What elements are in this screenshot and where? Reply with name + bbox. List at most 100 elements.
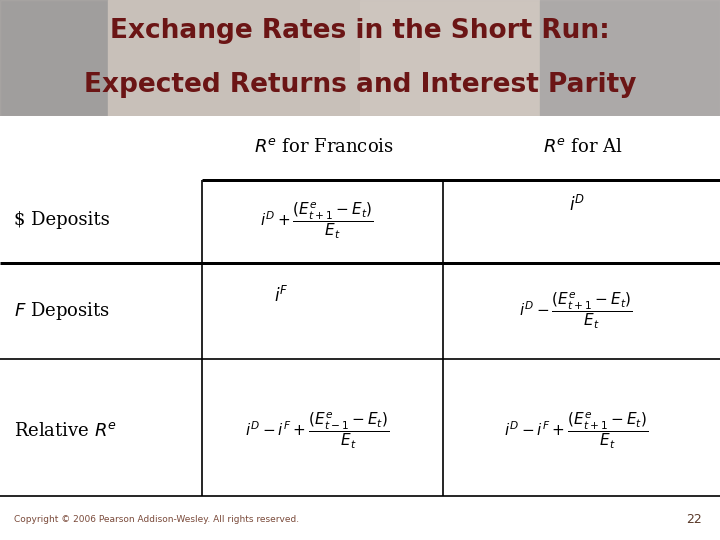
Bar	[72, 0, 79, 116]
Bar	[14, 0, 22, 116]
Bar	[288, 0, 295, 116]
Bar	[302, 0, 310, 116]
Bar	[0, 0, 7, 116]
Bar	[590, 0, 598, 116]
Bar	[670, 0, 677, 116]
Bar	[533, 0, 540, 116]
Text: $i^{F}$: $i^{F}$	[274, 286, 289, 306]
Bar	[22, 0, 29, 116]
Bar	[518, 0, 526, 116]
Bar	[446, 0, 454, 116]
Bar	[202, 0, 209, 116]
Bar	[641, 0, 648, 116]
Text: Relative $R^e$: Relative $R^e$	[14, 422, 117, 440]
Bar	[511, 0, 518, 116]
Bar	[238, 0, 245, 116]
Text: Copyright © 2006 Pearson Addison-Wesley. All rights reserved.: Copyright © 2006 Pearson Addison-Wesley.…	[14, 515, 300, 524]
Bar	[634, 0, 641, 116]
Bar	[454, 0, 461, 116]
Text: \$ Deposits: \$ Deposits	[14, 211, 110, 230]
Bar	[43, 0, 50, 116]
Bar	[662, 0, 670, 116]
Bar	[382, 0, 389, 116]
Bar	[698, 0, 706, 116]
Bar	[94, 0, 101, 116]
Bar	[547, 0, 554, 116]
Bar	[259, 0, 266, 116]
Text: Exchange Rates in the Short Run:: Exchange Rates in the Short Run:	[110, 18, 610, 44]
Text: Expected Returns and Interest Parity: Expected Returns and Interest Parity	[84, 72, 636, 98]
Bar	[266, 0, 274, 116]
Bar	[482, 0, 490, 116]
Bar	[36, 0, 43, 116]
Bar	[490, 0, 497, 116]
Bar	[216, 0, 223, 116]
Bar	[137, 0, 144, 116]
Bar	[468, 0, 475, 116]
Bar	[374, 0, 382, 116]
Bar	[281, 0, 288, 116]
Bar	[626, 0, 634, 116]
Bar	[691, 0, 698, 116]
Bar	[418, 0, 425, 116]
Bar	[79, 0, 86, 116]
Bar	[180, 0, 187, 116]
Bar	[245, 0, 252, 116]
Bar	[338, 0, 346, 116]
Bar	[310, 0, 317, 116]
Bar	[367, 0, 374, 116]
Bar	[684, 0, 691, 116]
Bar	[706, 0, 713, 116]
Bar	[713, 0, 720, 116]
Bar	[360, 0, 367, 116]
Bar	[295, 0, 302, 116]
Bar	[130, 0, 137, 116]
Bar	[425, 0, 432, 116]
Bar	[317, 0, 324, 116]
Bar	[115, 0, 122, 116]
Bar	[504, 0, 511, 116]
Bar	[497, 0, 504, 116]
Bar	[324, 0, 331, 116]
Bar	[58, 0, 65, 116]
Bar	[50, 0, 58, 116]
Bar	[274, 0, 281, 116]
Bar	[144, 0, 151, 116]
Bar	[187, 0, 194, 116]
Bar	[612, 0, 619, 116]
Bar	[526, 0, 533, 116]
Bar	[158, 0, 166, 116]
Bar	[7, 0, 14, 116]
Bar	[122, 0, 130, 116]
Text: $i^{D} - \dfrac{(E^{e}_{t+1} - E_t)}{E_t}$: $i^{D} - \dfrac{(E^{e}_{t+1} - E_t)}{E_t…	[519, 291, 633, 332]
Bar	[353, 0, 360, 116]
Bar	[166, 0, 173, 116]
Text: $i^{D} + \dfrac{(E^{e}_{t+1} - E_t)}{E_t}$: $i^{D} + \dfrac{(E^{e}_{t+1} - E_t)}{E_t…	[260, 200, 374, 241]
Bar	[223, 0, 230, 116]
Bar	[389, 0, 396, 116]
Bar	[194, 0, 202, 116]
Bar	[605, 0, 612, 116]
Bar	[562, 0, 569, 116]
Bar	[475, 0, 482, 116]
Text: 22: 22	[686, 512, 702, 526]
Bar	[576, 0, 583, 116]
Bar	[108, 0, 115, 116]
Bar	[619, 0, 626, 116]
Bar	[29, 0, 36, 116]
Bar	[86, 0, 94, 116]
Text: $i^{D}$: $i^{D}$	[569, 195, 585, 215]
Bar	[65, 0, 72, 116]
Bar	[403, 0, 410, 116]
Text: $R^e$ for Al: $R^e$ for Al	[544, 138, 623, 156]
Bar	[101, 0, 108, 116]
Bar	[598, 0, 605, 116]
Text: $F$ Deposits: $F$ Deposits	[14, 300, 110, 322]
Bar	[346, 0, 353, 116]
Bar	[331, 0, 338, 116]
Bar	[396, 0, 403, 116]
Bar	[439, 0, 446, 116]
Text: $i^{D} - i^{F} + \dfrac{(E^{e}_{t-1} - E_t)}{E_t}$: $i^{D} - i^{F} + \dfrac{(E^{e}_{t-1} - E…	[245, 410, 389, 451]
Bar	[569, 0, 576, 116]
Bar	[173, 0, 180, 116]
